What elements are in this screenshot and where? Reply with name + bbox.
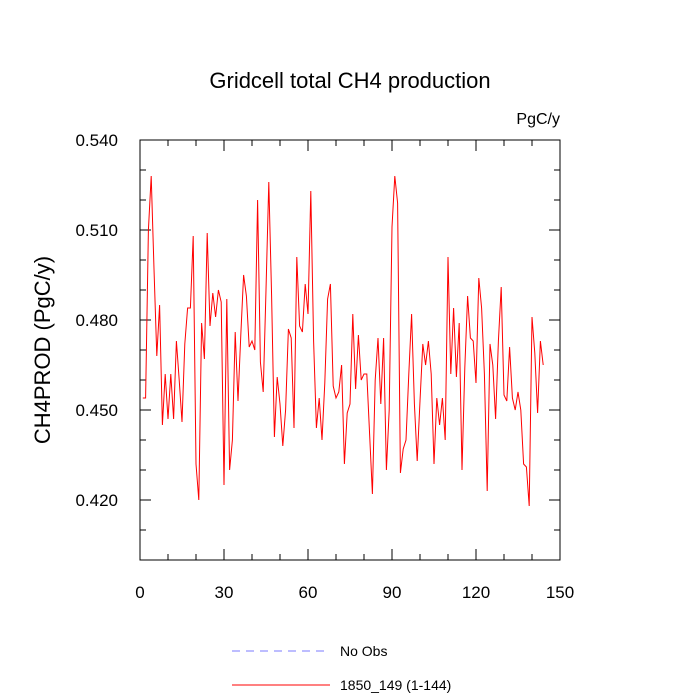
legend-label: No Obs [340, 643, 387, 659]
chart-title: Gridcell total CH4 production [209, 68, 490, 93]
y-tick-label: 0.480 [75, 311, 118, 330]
x-tick-label: 150 [546, 583, 574, 602]
plot-frame [139, 139, 561, 561]
x-tick-label: 60 [299, 583, 318, 602]
axes: 0 30 60 90 120 150 0.420 0.450 0.480 0.510 0.540 [75, 131, 574, 602]
plot-series [142, 175, 544, 507]
x-tick-label: 90 [383, 583, 402, 602]
legend-label: 1850_149 (1-144) [340, 677, 451, 693]
series-line [142, 175, 544, 507]
y-tick-label: 0.450 [75, 401, 118, 420]
y-tick-label: 0.510 [75, 221, 118, 240]
units-label: PgC/y [516, 111, 560, 128]
y-axis-label: CH4PROD (PgC/y) [30, 256, 55, 444]
legend: No Obs 1850_149 (1-144) [232, 643, 451, 693]
y-tick-label: 0.540 [75, 131, 118, 150]
x-tick-label: 0 [135, 583, 144, 602]
x-tick-label: 30 [215, 583, 234, 602]
y-tick-label: 0.420 [75, 491, 118, 510]
x-tick-label: 120 [462, 583, 490, 602]
